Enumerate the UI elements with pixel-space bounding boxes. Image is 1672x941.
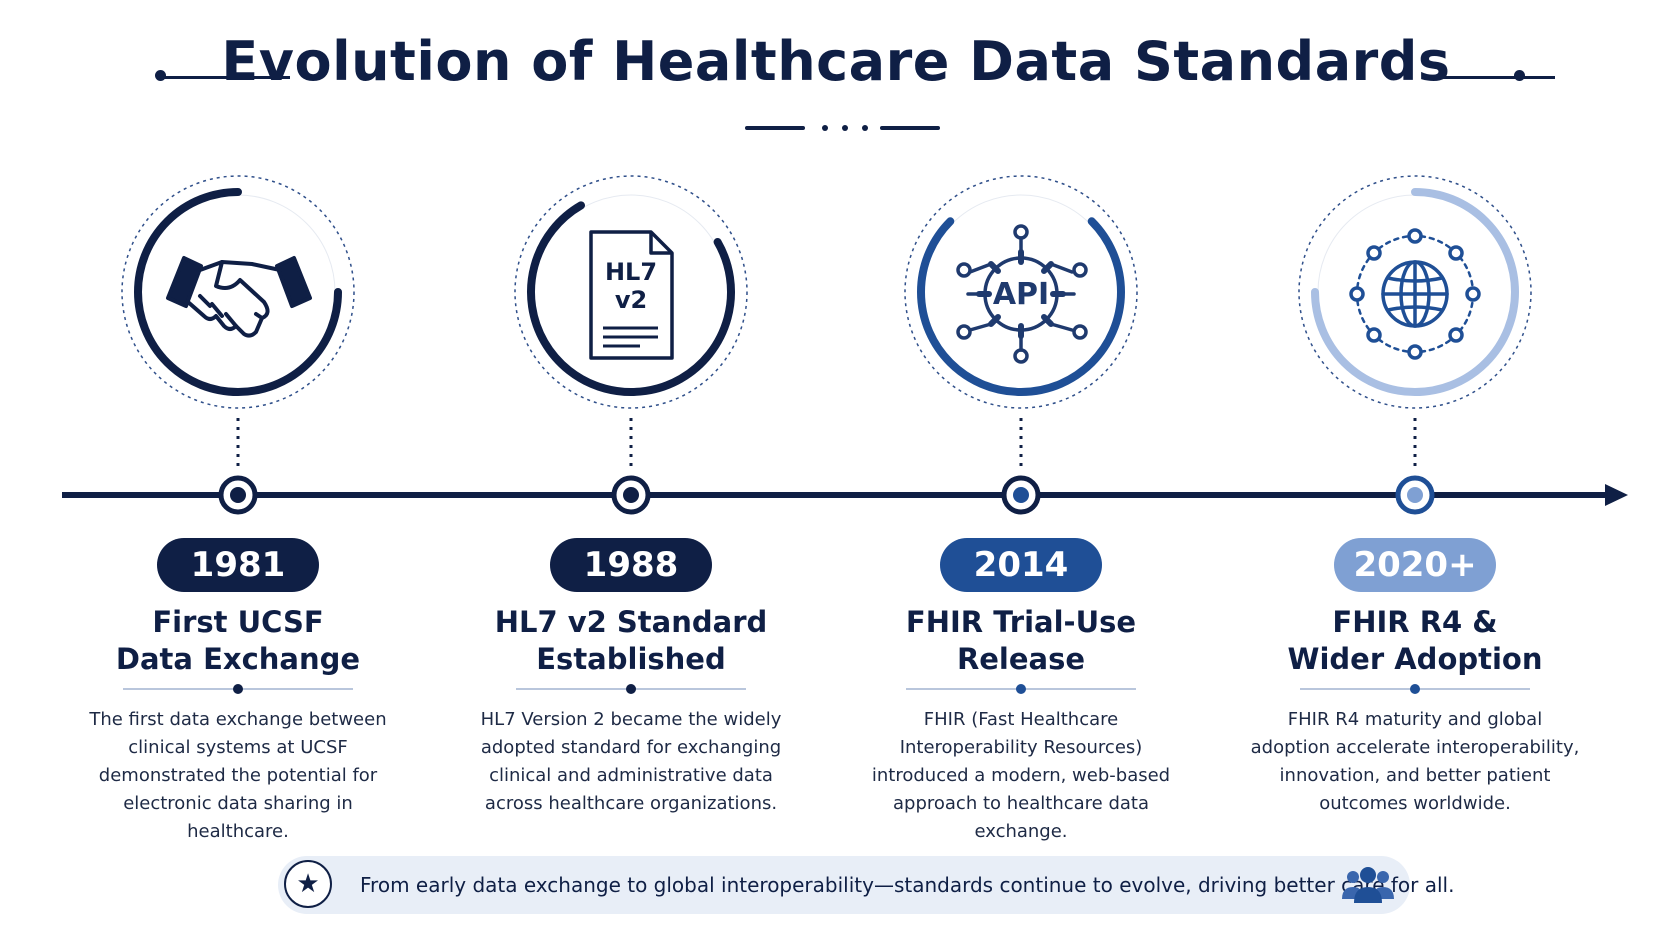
milestone-2-graphic bbox=[514, 175, 748, 515]
milestone-underline-dot bbox=[626, 684, 636, 694]
milestone-title: FHIR R4 & Wider Adoption bbox=[1287, 605, 1543, 676]
milestone-description: HL7 Version 2 became the widely adopted … bbox=[480, 709, 782, 814]
divider-dot bbox=[822, 125, 828, 131]
milestone-1-graphic bbox=[121, 175, 355, 515]
milestone-title: First UCSF Data Exchange bbox=[115, 605, 361, 676]
milestone-description: FHIR (Fast Healthcare Interoperability R… bbox=[871, 709, 1171, 842]
milestone-4-graphic bbox=[1298, 175, 1532, 515]
star-icon: ★ bbox=[284, 860, 332, 908]
divider-dash-left bbox=[745, 126, 805, 130]
people-icon bbox=[1342, 867, 1394, 903]
milestone-1988: 1988 HL7 v2 Standard Established HL7 Ver… bbox=[466, 0, 796, 941]
milestone-title: FHIR Trial-Use Release bbox=[905, 605, 1137, 676]
milestone-2014: 2014 FHIR Trial-Use Release FHIR (Fast H… bbox=[856, 0, 1186, 941]
milestone-underline-dot bbox=[1016, 684, 1026, 694]
divider-dot bbox=[842, 125, 848, 131]
title-bar: Evolution of Healthcare Data Standards bbox=[0, 30, 1672, 120]
year-badge: 2014 bbox=[940, 538, 1102, 592]
milestone-description: The first data exchange between clinical… bbox=[89, 709, 387, 842]
milestone-underline-dot bbox=[233, 684, 243, 694]
api-gear-icon bbox=[956, 224, 1088, 364]
document-icon-label-1: HL7 bbox=[604, 258, 658, 286]
year-badge: 2020+ bbox=[1334, 538, 1496, 592]
milestone-title: HL7 v2 Standard Established bbox=[494, 605, 768, 676]
divider-dash-right bbox=[880, 126, 940, 130]
year-badge: 1981 bbox=[157, 538, 319, 592]
globe-network-icon bbox=[1349, 228, 1481, 360]
api-icon-label: API bbox=[992, 277, 1050, 312]
page-title: Evolution of Healthcare Data Standards bbox=[221, 30, 1451, 93]
milestone-underline-dot bbox=[1410, 684, 1420, 694]
milestone-1981: 1981 First UCSF Data Exchange The first … bbox=[73, 0, 403, 941]
milestone-description: FHIR R4 maturity and global adoption acc… bbox=[1250, 709, 1580, 814]
title-dot-left bbox=[155, 70, 166, 81]
footer-text: From early data exchange to global inter… bbox=[360, 873, 1455, 897]
timeline-arrow-icon bbox=[1605, 484, 1628, 506]
title-rule-left bbox=[160, 76, 290, 79]
year-badge: 1988 bbox=[550, 538, 712, 592]
document-icon bbox=[589, 230, 674, 360]
milestone-3-graphic bbox=[904, 175, 1138, 515]
title-divider bbox=[745, 124, 945, 132]
title-dot-right bbox=[1514, 70, 1525, 81]
handshake-icon bbox=[166, 256, 312, 338]
divider-dot bbox=[862, 125, 868, 131]
milestone-2020: 2020+ FHIR R4 & Wider Adoption FHIR R4 m… bbox=[1250, 0, 1580, 941]
footer-banner: ★ From early data exchange to global int… bbox=[278, 856, 1454, 914]
document-icon-label-2: v2 bbox=[614, 286, 648, 314]
title-rule-right bbox=[1425, 76, 1555, 79]
